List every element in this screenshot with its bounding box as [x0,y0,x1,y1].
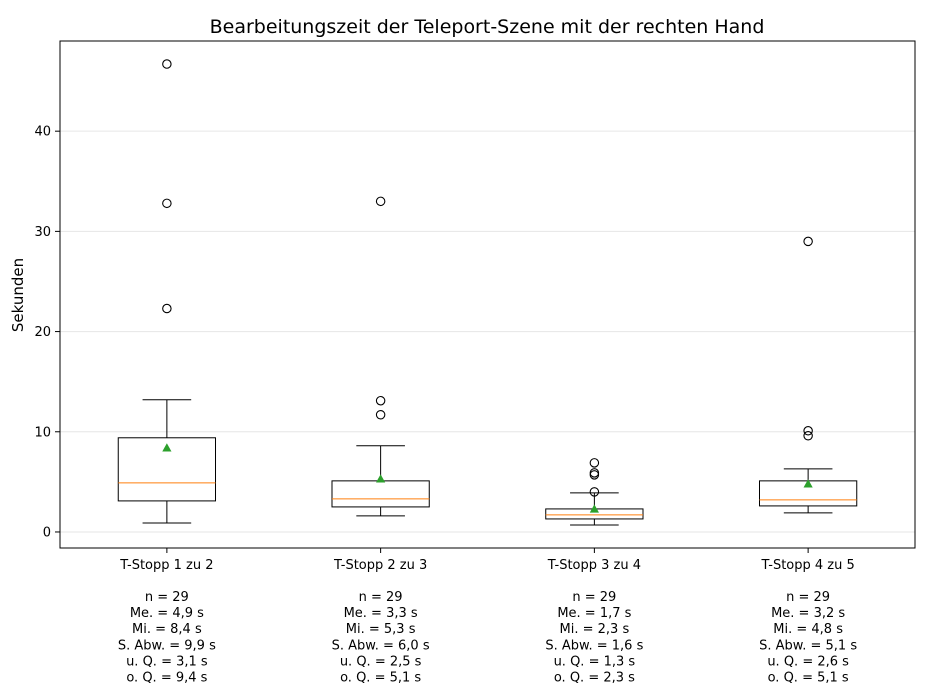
stat-label: n = 29 [786,590,830,605]
stat-label: Me. = 3,3 s [344,606,418,621]
outlier-point [162,59,172,69]
outlier-point [375,196,386,207]
outlier-point [589,458,600,468]
plot-frame [59,40,916,549]
y-tick-label: 30 [34,225,51,240]
stat-label: u. Q. = 2,6 s [767,654,849,669]
stat-label: n = 29 [145,590,189,605]
plot-area [117,59,858,526]
stat-label: o. Q. = 5,1 s [768,671,849,686]
mean-marker [803,479,813,488]
outlier-point [589,487,600,497]
mean-marker [162,443,172,452]
x-tick-label: T-Stopp 1 zu 2 [119,558,213,573]
stat-label: o. Q. = 5,1 s [340,671,421,686]
stat-label: u. Q. = 3,1 s [126,654,208,669]
box-group [758,236,858,514]
y-tick-label: 20 [34,325,51,340]
y-tick-label: 40 [34,125,51,140]
x-tick-label: T-Stopp 4 zu 5 [761,558,855,573]
stat-label: Mi. = 5,3 s [346,622,416,637]
x-tick-label: T-Stopp 3 zu 4 [547,558,641,573]
stat-label: n = 29 [572,590,616,605]
outlier-point [375,395,386,406]
outlier-point [803,426,813,436]
stat-label: o. Q. = 9,4 s [126,671,207,686]
box-group [117,59,217,524]
outlier-point [803,431,813,441]
outlier-point [375,409,386,420]
stat-label: Me. = 3,2 s [771,606,845,621]
stat-label: n = 29 [359,590,403,605]
outlier-point [589,468,600,478]
stat-label: S. Abw. = 1,6 s [545,638,643,653]
stat-label: u. Q. = 2,5 s [340,654,422,669]
stat-label: u. Q. = 1,3 s [554,654,636,669]
outlier-point [162,198,172,209]
stat-label: Mi. = 4,8 s [773,622,843,637]
stat-label: S. Abw. = 5,1 s [759,638,857,653]
stat-label: o. Q. = 2,3 s [554,671,635,686]
mean-marker [589,504,599,513]
stat-label: S. Abw. = 9,9 s [118,638,216,653]
box-group [331,196,430,517]
y-tick-label: 0 [43,525,51,540]
y-axis: 0 10 20 30 40 [34,125,60,540]
stat-label: S. Abw. = 6,0 s [332,638,430,653]
y-tick-label: 10 [34,425,51,440]
mean-marker [376,474,386,483]
stat-label: Me. = 4,9 s [130,606,204,621]
stat-label: Mi. = 2,3 s [560,622,630,637]
stat-label: Mi. = 8,4 s [132,622,202,637]
outlier-point [162,303,172,314]
box-iqr [117,437,217,502]
y-axis-label: Sekunden [9,258,27,332]
outlier-point [803,236,813,247]
x-tick-label: T-Stopp 2 zu 3 [333,558,427,573]
box-group [545,458,644,526]
stat-label: Me. = 1,7 s [557,606,631,621]
gridlines [60,130,915,533]
chart-title: Bearbeitungszeit der Teleport-Szene mit … [210,16,765,38]
